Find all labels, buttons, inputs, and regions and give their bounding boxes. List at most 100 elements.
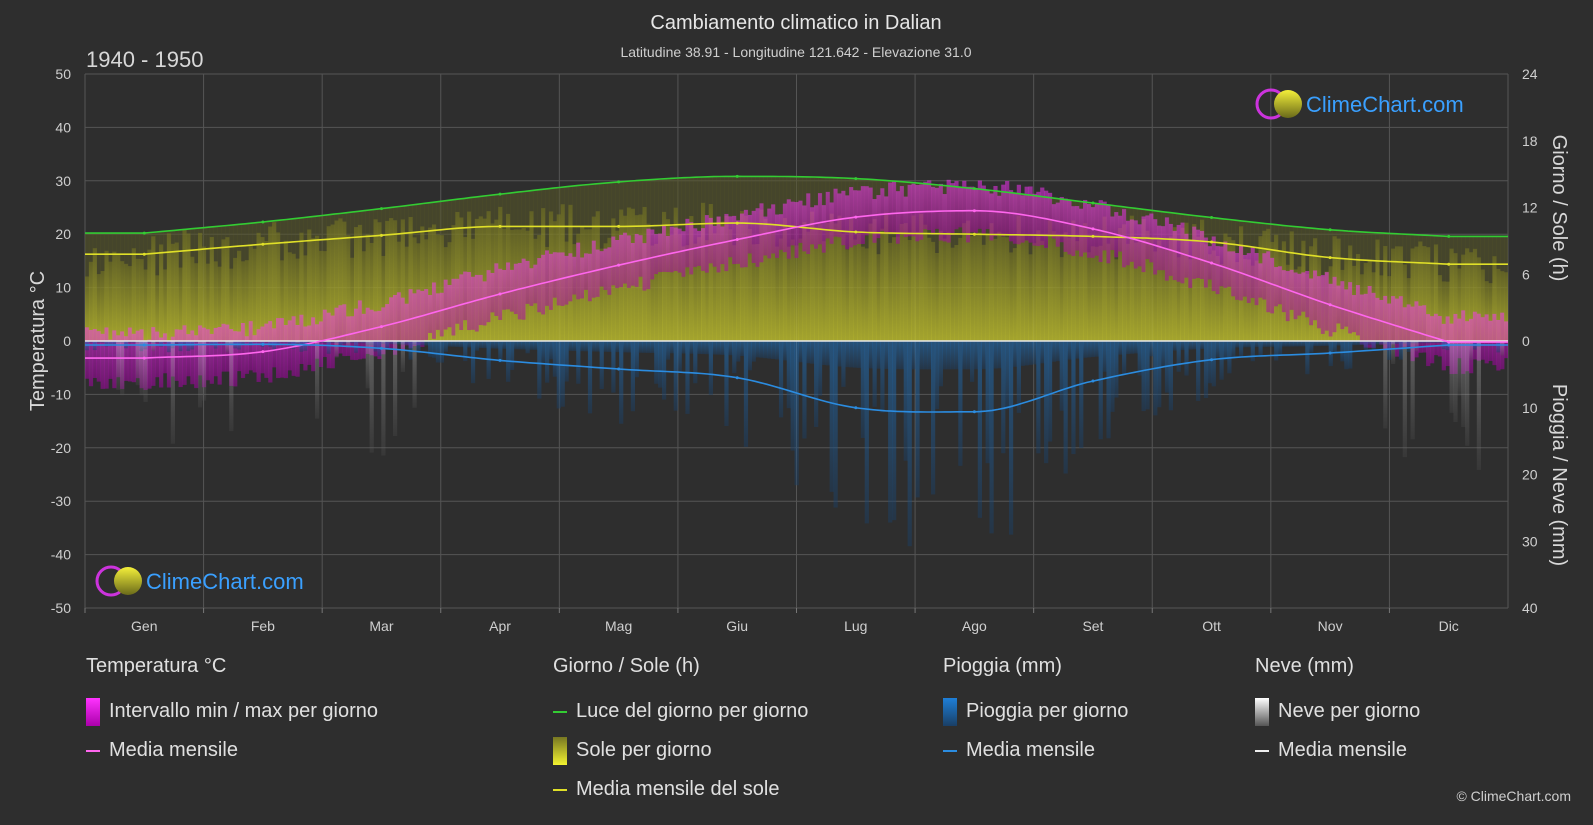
rain-bar xyxy=(474,341,480,351)
sun-bar xyxy=(127,266,133,341)
temp-range-bar xyxy=(1122,209,1127,268)
rain-bar xyxy=(162,341,168,343)
rain-bar xyxy=(580,341,585,352)
sun-bar xyxy=(697,237,702,341)
temp-range-bar xyxy=(1340,281,1345,330)
temp-range-bar xyxy=(1379,300,1384,345)
sun-bar xyxy=(1040,240,1045,341)
rain-bar xyxy=(447,341,452,347)
temp-range-bar xyxy=(525,260,530,304)
rain-bar xyxy=(420,341,425,346)
temp-range-bar xyxy=(287,320,292,371)
sun-bar xyxy=(420,226,425,341)
temp-range-bar xyxy=(661,225,667,272)
snow-bar xyxy=(400,341,405,372)
rain-bar xyxy=(817,341,823,396)
sun-bar xyxy=(724,215,729,341)
rain-bar xyxy=(790,341,795,451)
sun-bar xyxy=(120,261,125,341)
x-tick-label: Ago xyxy=(962,618,987,634)
legend-label: Intervallo min / max per giorno xyxy=(109,700,379,722)
temp-range-bar xyxy=(1422,305,1427,353)
sun-bar xyxy=(256,232,261,341)
sun-mean-point xyxy=(498,224,502,228)
rain-bar xyxy=(435,341,441,363)
temp-range-bar xyxy=(669,226,674,273)
sun-bar xyxy=(428,227,433,341)
sun-mean-point xyxy=(142,252,146,256)
rain-bar xyxy=(864,341,869,524)
temp-range-bar xyxy=(233,331,238,387)
temp-range-bar xyxy=(962,180,967,233)
temp-range-bar xyxy=(412,293,417,347)
temp-range-bar xyxy=(1301,272,1306,312)
temp-range-bar xyxy=(240,323,246,379)
temp-range-bar xyxy=(1047,192,1053,236)
temp-range-bar xyxy=(958,186,963,228)
rain-bar xyxy=(1094,341,1099,357)
temp-range-bar xyxy=(700,228,706,271)
sun-bar xyxy=(958,237,963,341)
sun-bar xyxy=(1461,254,1466,341)
temp-range-bar xyxy=(1172,230,1177,281)
rain-bar xyxy=(1320,341,1326,346)
sun-bar xyxy=(942,238,947,341)
rain-bar xyxy=(240,341,246,345)
legend-snow: Neve (mm) Neve per giorno Media mensile xyxy=(1255,655,1420,770)
sun-bar xyxy=(283,240,289,341)
rain-mean-point xyxy=(142,343,146,347)
snow-bar xyxy=(1469,341,1474,361)
sun-bar xyxy=(977,232,982,341)
rain-bar xyxy=(1188,341,1193,350)
rain-bar xyxy=(404,341,409,345)
rain-bar xyxy=(545,341,550,383)
rain-bar xyxy=(934,341,940,410)
rain-bar xyxy=(693,341,698,384)
snow-bar xyxy=(315,341,320,419)
temp-range-bar xyxy=(892,181,897,234)
temp-range-bar xyxy=(151,327,156,386)
temp-range-bar xyxy=(755,208,760,267)
temp-range-bar xyxy=(1305,271,1310,318)
temp-range-bar xyxy=(354,308,359,361)
rain-bar xyxy=(209,341,214,346)
temp-range-bar xyxy=(1118,215,1123,252)
temp-range-bar xyxy=(778,214,784,250)
temp-range-bar xyxy=(357,300,363,360)
temp-range-bar xyxy=(166,340,172,388)
temp-range-bar xyxy=(338,305,343,354)
temp-range-bar xyxy=(365,307,370,354)
temp-range-bar xyxy=(747,214,752,254)
sun-bar xyxy=(244,260,250,341)
snow-bar xyxy=(392,341,398,437)
sun-bar xyxy=(993,238,998,341)
sun-bar xyxy=(817,224,823,341)
rain-bar xyxy=(884,341,889,369)
temp-range-bar xyxy=(443,279,448,330)
sun-bar xyxy=(342,221,347,341)
sun-mean-swatch xyxy=(553,788,567,791)
temp-range-bar xyxy=(1083,199,1088,253)
rain-bar xyxy=(720,341,725,355)
temp-range-bar xyxy=(864,186,869,236)
sun-bar xyxy=(739,211,745,341)
sun-bar xyxy=(85,276,90,341)
sun-bar xyxy=(1394,246,1400,341)
y-right-top-tick-label: 6 xyxy=(1522,266,1530,282)
sun-bar xyxy=(1168,236,1174,341)
snow-bar xyxy=(1453,341,1458,423)
temp-range-bar xyxy=(521,258,526,320)
sun-mean-point xyxy=(1091,234,1095,238)
temp-range-bar xyxy=(1001,184,1006,237)
temp-range-bar xyxy=(127,327,133,382)
temp-range-bar xyxy=(1192,226,1197,279)
temp-range-bar xyxy=(190,330,195,385)
temp-range-bar xyxy=(798,200,803,243)
sun-bar xyxy=(205,263,211,341)
temp-range-bar xyxy=(802,205,807,252)
sun-bar xyxy=(279,260,285,341)
temp-mean-point xyxy=(261,350,265,354)
temp-range-bar xyxy=(1067,199,1072,255)
x-tick-label: Feb xyxy=(251,618,275,634)
rain-bar xyxy=(872,341,877,407)
